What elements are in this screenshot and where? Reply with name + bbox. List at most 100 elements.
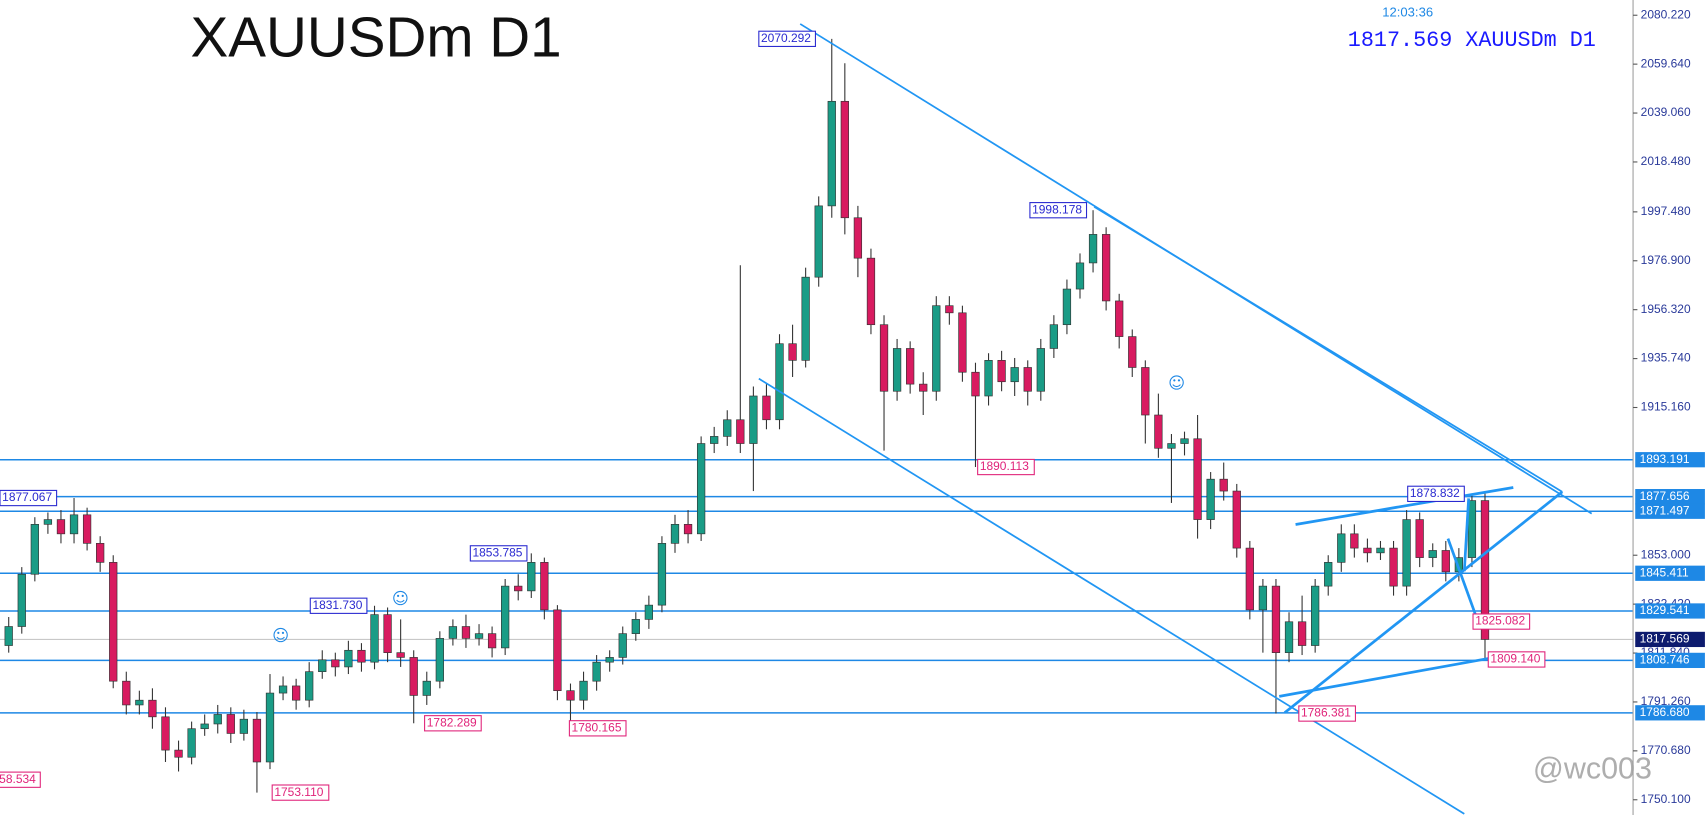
price-annotation-box [469,545,528,562]
candle-body [30,524,39,575]
price-annotation: 1809.140 [1490,652,1540,666]
level-label-box [1635,452,1705,468]
candle-body [984,360,993,397]
price-annotation: 1782.289 [427,715,477,729]
y-tick-label: 1750.100 [1641,792,1691,806]
candle-body [1062,288,1072,326]
candle-body [187,728,196,758]
candle-body [1141,367,1150,416]
candle-body [788,343,797,361]
candle-body [514,585,523,592]
candle-body [213,714,222,725]
candle-body [109,562,118,682]
candle-body [448,626,458,639]
price-annotation: 1878.832 [1410,486,1460,500]
price-annotation: 2070.292 [761,31,811,45]
candle-body [631,619,640,634]
y-tick-label: 1770.680 [1641,743,1691,757]
candle-body [1480,500,1490,640]
candle-body [527,562,536,592]
candle-body [161,716,170,751]
candle-body [932,305,941,392]
candle-body [945,305,954,314]
watermark: @wc003 [1533,751,1652,785]
candle-body [775,343,784,421]
y-tick-label: 1853.000 [1641,547,1691,561]
candle-body [278,685,288,694]
candle-body [683,524,693,535]
y-tick-label: 2018.480 [1641,154,1691,168]
candle-body [1428,550,1437,558]
candle-body [997,360,1006,383]
price-annotation: 1786.381 [1301,706,1351,720]
y-tick-label: 2039.060 [1641,105,1691,119]
candle-body [1441,550,1450,573]
last-price-label: 1817.569 [1640,632,1690,646]
plot [0,38,1634,793]
candle-body [749,395,758,444]
level-label: 1786.680 [1640,705,1690,719]
trend-line [1283,490,1564,714]
candle-body [1284,621,1294,653]
candle-body [1376,547,1385,554]
candle-body [396,652,405,658]
candle-body [1402,519,1411,587]
candle-body [866,257,876,326]
price-annotation-box [271,784,330,801]
candle-body [1245,547,1254,611]
candle-body [892,348,902,392]
candle-body [344,649,353,668]
candle-body [1010,367,1019,383]
candle-body [605,657,614,663]
candle-body [43,519,53,525]
price-annotation-box [568,720,627,737]
trend-line [1093,205,1563,493]
level-label-box [1635,603,1705,619]
candle-body [200,723,209,730]
price-annotation-box [0,771,41,788]
candle-body [1337,533,1346,563]
candle-body [265,692,275,763]
candle-body [657,543,667,606]
candle-body [801,276,810,361]
candle-body [879,324,889,392]
candle-body [736,419,745,444]
candle-body [1036,348,1045,392]
candle-body [357,649,366,663]
level-label: 1871.497 [1640,503,1690,517]
candle-body [1206,478,1215,520]
candle-body [501,585,510,649]
price-annotation: 1780.165 [572,720,622,734]
level-label: 1877.656 [1640,489,1690,503]
candle-body [148,699,157,718]
candle-body [1324,562,1333,587]
candle-body [696,443,706,535]
price-annotation-box [977,458,1035,476]
candle-body [1115,300,1124,337]
candle-body [69,514,79,535]
smiley: ☺ [1168,374,1185,393]
candle-body [435,638,444,682]
candle-body [670,524,680,544]
level-label: 1829.541 [1640,603,1690,617]
symbol-info: 1817.569 XAUUSDm D1 [1348,28,1596,53]
candle-body [1389,547,1398,587]
candle-body [1180,438,1189,444]
price-annotation-box [309,597,368,614]
candle-body [958,312,967,373]
trend-line [1295,486,1514,526]
candle-body [1219,478,1228,492]
candle-body [318,659,327,672]
candle-body [579,680,588,701]
price-annotation-box [1298,705,1356,722]
y-tick-label: 2059.640 [1641,56,1691,70]
y-tick-label: 1915.160 [1641,400,1691,414]
candle-body [853,217,863,259]
level-label: 1893.191 [1640,452,1690,466]
candle-body [409,657,418,696]
server-time: 12:03:36 [1382,5,1433,20]
level-label-box [1635,652,1705,669]
candle-body [1128,336,1137,368]
candle-body [135,699,144,706]
